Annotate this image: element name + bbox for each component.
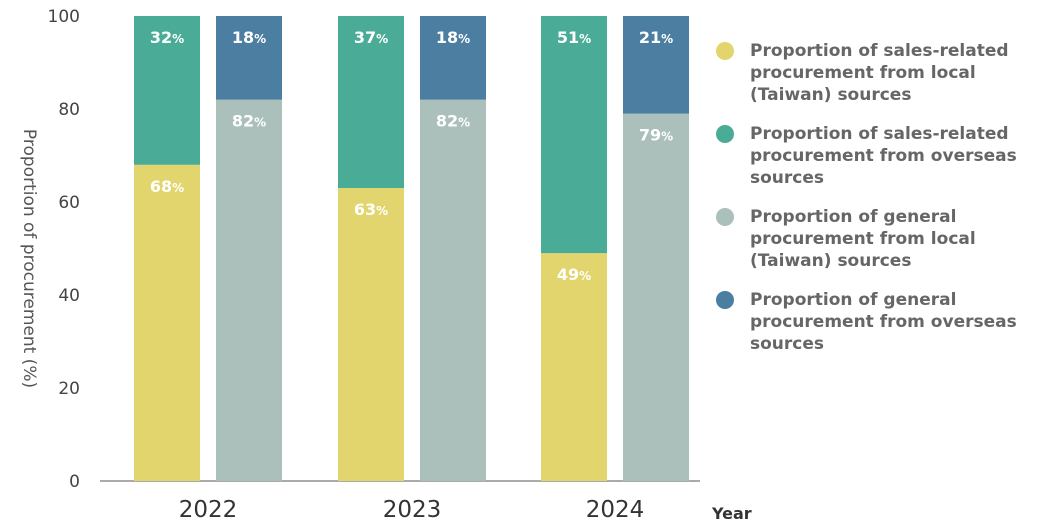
data-label-unit: %: [458, 32, 470, 46]
legend-label: (Taiwan) sources: [750, 85, 912, 105]
data-label-unit: %: [376, 32, 388, 46]
bar-segment: [623, 16, 689, 114]
data-label-value: 21: [639, 28, 661, 47]
data-label-value: 32: [150, 28, 172, 47]
bar-segment: [541, 253, 607, 481]
legend-label: procurement from local: [750, 63, 976, 83]
legend-item: Proportion of sales-related procurement f…: [716, 40, 1036, 106]
data-label-unit: %: [172, 181, 184, 195]
legend-item: Proportion of general procurement from ov…: [716, 289, 1036, 355]
data-label: 79%: [639, 126, 673, 145]
y-tick-label: 40: [58, 286, 80, 306]
legend-label: Proportion of sales-related: [750, 41, 1009, 61]
data-label: 21%: [639, 28, 673, 47]
legend-label: procurement from overseas: [750, 146, 1017, 166]
legend-label: Proportion of general: [750, 207, 957, 227]
legend-dot-icon: [716, 291, 734, 309]
y-tick-label: 0: [69, 472, 80, 492]
data-label: 63%: [354, 200, 388, 219]
legend-item: Proportion of general procurement from lo…: [716, 206, 1036, 272]
data-label: 37%: [354, 28, 388, 47]
data-label-unit: %: [172, 32, 184, 46]
data-label-value: 18: [436, 28, 458, 47]
data-label: 18%: [436, 28, 470, 47]
y-tick-label: 80: [58, 100, 80, 120]
data-label-unit: %: [254, 116, 266, 130]
data-label-unit: %: [579, 269, 591, 283]
y-tick-label: 60: [58, 193, 80, 213]
legend-item: Proportion of sales-related procurement f…: [716, 123, 1036, 189]
legend-label: Proportion of sales-related: [750, 124, 1009, 144]
data-label: 49%: [557, 265, 591, 284]
legend-dot-icon: [716, 125, 734, 143]
legend-dot-icon: [716, 42, 734, 60]
y-tick-label: 100: [48, 7, 80, 27]
bar-segment: [541, 16, 607, 254]
legend-label: procurement from local: [750, 229, 976, 249]
bar-segment: [420, 16, 486, 100]
data-label: 82%: [436, 112, 470, 131]
category-labels: 2022 2023 2024: [179, 497, 645, 523]
legend-dot-icon: [716, 208, 734, 226]
data-label-value: 82: [232, 112, 254, 131]
legend: Proportion of sales-related procurement f…: [716, 40, 1036, 372]
data-label-value: 51: [557, 28, 579, 47]
x-axis-label: Year: [711, 504, 752, 523]
data-label-value: 79: [639, 126, 661, 145]
legend-label: procurement from overseas: [750, 312, 1017, 332]
bar-segment: [623, 113, 689, 482]
legend-label: (Taiwan) sources: [750, 251, 912, 271]
data-label-unit: %: [254, 32, 266, 46]
bar-stacks: 68%32%82%18%63%37%82%18%49%51%79%21%: [134, 16, 689, 482]
bar-segment: [134, 164, 200, 482]
bar-segment: [216, 16, 282, 100]
category-label: 2023: [383, 497, 442, 523]
legend-label: sources: [750, 168, 825, 188]
data-label-value: 82: [436, 112, 458, 131]
y-axis-label: Proportion of procurement (%): [19, 129, 39, 388]
legend-label: Proportion of general: [750, 290, 957, 310]
category-label: 2022: [179, 497, 238, 523]
data-label-unit: %: [376, 204, 388, 218]
data-label-unit: %: [661, 130, 673, 144]
data-label: 68%: [150, 177, 184, 196]
bar-segment: [134, 16, 200, 165]
bar-segment: [338, 16, 404, 189]
data-label-value: 68: [150, 177, 172, 196]
data-label-unit: %: [579, 32, 591, 46]
bar-segment: [216, 99, 282, 481]
data-label-value: 63: [354, 200, 376, 219]
data-label-unit: %: [661, 32, 673, 46]
y-tick-label: 20: [58, 379, 80, 399]
data-label: 51%: [557, 28, 591, 47]
bar-segment: [420, 99, 486, 481]
bar-segment: [338, 188, 404, 482]
data-label: 82%: [232, 112, 266, 131]
data-label-value: 37: [354, 28, 376, 47]
data-label: 32%: [150, 28, 184, 47]
data-label-value: 18: [232, 28, 254, 47]
legend-label: sources: [750, 334, 825, 354]
y-axis-ticks: 0 20 40 60 80 100: [48, 7, 80, 492]
category-label: 2024: [586, 497, 645, 523]
data-label: 18%: [232, 28, 266, 47]
data-label-value: 49: [557, 265, 579, 284]
data-label-unit: %: [458, 116, 470, 130]
